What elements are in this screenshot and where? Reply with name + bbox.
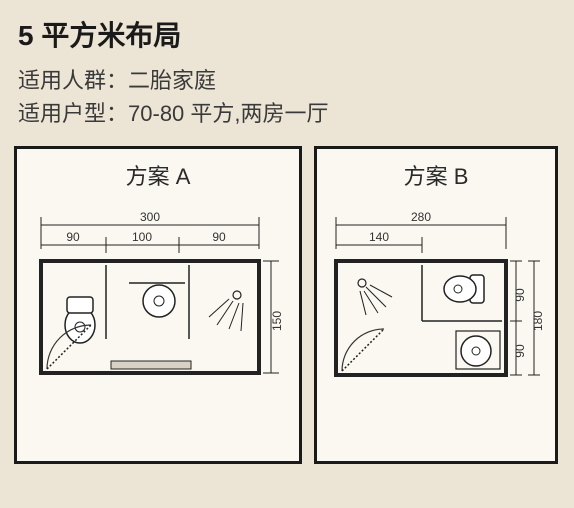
sink-icon (129, 283, 185, 317)
dim-r1-b: 90 (513, 344, 527, 358)
dim-r0-b: 90 (513, 288, 527, 302)
dim-seg0-a: 90 (66, 230, 80, 244)
dim-top-total-b: 280 (336, 210, 506, 249)
plans-row: 方案 A 300 90 100 90 (0, 138, 574, 478)
room-b (336, 261, 506, 375)
plan-b-card: 方案 B 280 140 (314, 146, 558, 464)
unit-line: 适用户型：70-80 平方,两房一厅 (18, 97, 556, 130)
header-block: 5 平方米布局 适用人群：二胎家庭 适用户型：70-80 平方,两房一厅 (0, 0, 574, 138)
dim-rt-b: 180 (531, 311, 545, 331)
dim-right-a: 150 (263, 261, 284, 373)
dim-seg-b: 140 (369, 230, 389, 244)
dim-seg1-a: 100 (132, 230, 152, 244)
toilet-icon (444, 275, 484, 303)
dim-top-seg-b: 140 (336, 230, 422, 253)
room-a (41, 261, 259, 373)
audience-label: 适用人群： (18, 68, 128, 93)
plan-b-title: 方案 B (404, 159, 469, 191)
dim-top-segments: 90 100 90 (41, 230, 259, 253)
dim-total-b: 280 (411, 210, 431, 224)
door-icon (342, 329, 384, 371)
plan-a-svg: 300 90 100 90 (23, 205, 293, 435)
dim-right-b: 90 90 180 (510, 261, 545, 375)
plan-b-svg: 280 140 (322, 205, 550, 435)
unit-value: 70-80 平方,两房一厅 (128, 101, 329, 126)
audience-line: 适用人群：二胎家庭 (18, 64, 556, 97)
plan-a-card: 方案 A 300 90 100 90 (14, 146, 302, 464)
page-title: 5 平方米布局 (18, 14, 556, 54)
dim-seg2-a: 90 (212, 230, 226, 244)
plan-b-diagram: 280 140 (322, 205, 550, 435)
plan-a-title: 方案 A (126, 159, 191, 191)
plan-a-diagram: 300 90 100 90 (23, 205, 293, 435)
unit-label: 适用户型： (18, 101, 128, 126)
shower-icon (209, 291, 243, 331)
dim-total-a: 300 (140, 210, 160, 224)
sink-icon (456, 331, 500, 369)
toilet-icon (65, 297, 95, 343)
audience-value: 二胎家庭 (128, 68, 216, 93)
dim-depth-a: 150 (270, 311, 284, 331)
shower-icon (358, 279, 392, 315)
